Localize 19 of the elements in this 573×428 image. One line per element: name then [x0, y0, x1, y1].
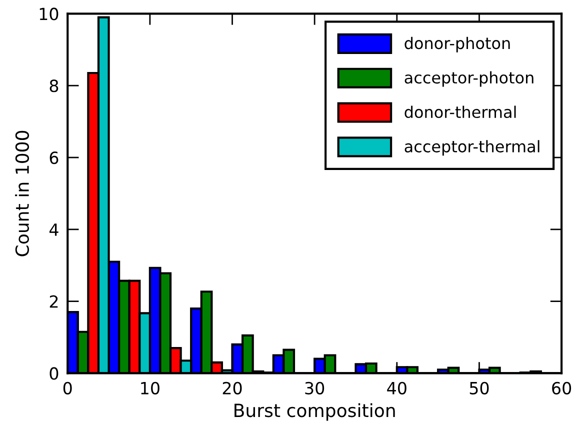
x-axis-title: Burst composition [234, 403, 395, 421]
legend-label: donor-photon [404, 36, 510, 52]
legend-label: acceptor-photon [404, 71, 534, 87]
x-tick-label: 10 [141, 382, 160, 394]
legend-label: donor-thermal [404, 106, 516, 118]
x-tick-label: 40 [387, 382, 406, 394]
x-tick-label: 20 [222, 382, 242, 394]
y-tick-label: 2 [50, 295, 58, 308]
x-tick-label: 60 [552, 382, 572, 394]
y-tick-label: 4 [49, 224, 58, 236]
x-tick-label: 50 [470, 382, 489, 394]
x-tick-label: 0 [63, 382, 72, 394]
y-tick-label: 8 [50, 80, 58, 92]
y-tick-label: 0 [50, 367, 58, 380]
x-tick-label: 30 [305, 382, 324, 394]
legend-label: acceptor-thermal [404, 140, 540, 156]
y-tick-label: 6 [50, 151, 58, 164]
y-axis-title: Count in 1000 [15, 130, 30, 256]
y-tick-label: 10 [40, 8, 58, 20]
